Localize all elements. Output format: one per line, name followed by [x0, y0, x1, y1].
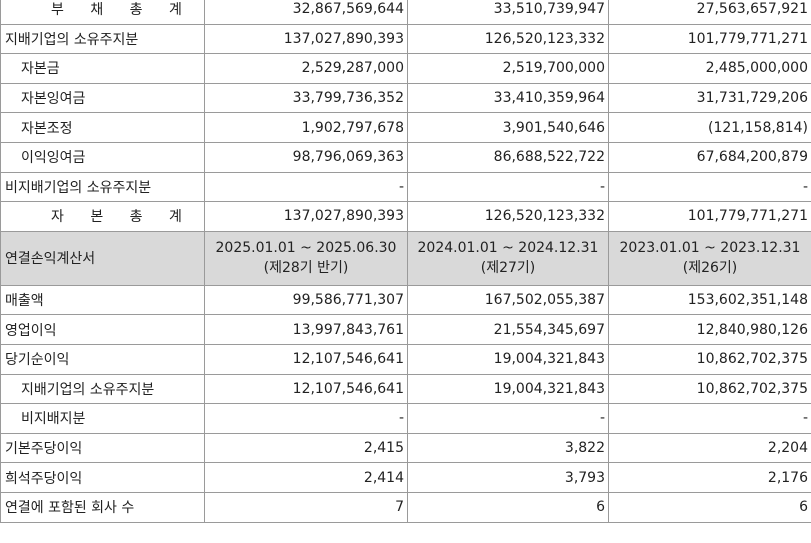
value-cell: 27,563,657,921: [608, 0, 811, 25]
value-cell: 31,731,729,206: [608, 82, 811, 114]
value-cell: 10,862,702,375: [608, 343, 811, 375]
value-cell: 137,027,890,393: [204, 23, 408, 55]
value-cell: 3,793: [407, 462, 609, 493]
value-cell: 12,840,980,126: [608, 314, 811, 345]
period-term: (제28기 반기): [263, 260, 349, 277]
value-cell: 2,204: [608, 432, 811, 464]
period-range: 2024.01.01 ~ 2024.12.31: [417, 240, 599, 257]
period-header: 2023.01.01 ~ 2023.12.31 (제26기): [608, 230, 811, 286]
table-row: 비지배지분 - - -: [0, 403, 811, 434]
value-cell: -: [204, 171, 408, 203]
value-cell: 126,520,123,332: [407, 23, 609, 55]
value-cell: 12,107,546,641: [204, 373, 408, 405]
table-row: 매출액 99,586,771,307 167,502,055,387 153,602,…: [0, 284, 811, 316]
table-row: 부 채 총 계 32,867,569,644 33,510,739,947 27,56…: [0, 0, 811, 25]
row-label: 자본조정: [0, 112, 205, 143]
value-cell: (121,158,814): [608, 112, 811, 143]
value-cell: 3,822: [407, 432, 609, 464]
row-label: 자본금: [0, 53, 205, 84]
table-row: 지배기업의 소유주지분 12,107,546,641 19,004,321,843 1…: [0, 373, 811, 405]
value-cell: 2,529,287,000: [204, 53, 408, 84]
table-row: 비지배기업의 소유주지분 - - -: [0, 171, 811, 203]
value-cell: 137,027,890,393: [204, 201, 408, 232]
value-cell: -: [204, 403, 408, 434]
value-cell: 2,485,000,000: [608, 53, 811, 84]
value-cell: 167,502,055,387: [407, 284, 609, 316]
row-label: 당기순이익: [0, 343, 205, 375]
row-label: 영업이익: [0, 314, 205, 345]
table-row: 자본잉여금 33,799,736,352 33,410,359,964 31,731,…: [0, 82, 811, 114]
value-cell: 2,176: [608, 462, 811, 493]
period-term: (제27기): [480, 260, 536, 277]
value-cell: 1,902,797,678: [204, 112, 408, 143]
value-cell: 153,602,351,148: [608, 284, 811, 316]
value-cell: 13,997,843,761: [204, 314, 408, 345]
period-header: 2025.01.01 ~ 2025.06.30 (제28기 반기): [204, 230, 408, 286]
value-cell: 12,107,546,641: [204, 343, 408, 375]
row-label: 비지배기업의 소유주지분: [0, 171, 205, 203]
period-range: 2025.01.01 ~ 2025.06.30: [215, 240, 397, 257]
value-cell: 99,586,771,307: [204, 284, 408, 316]
value-cell: -: [407, 403, 609, 434]
section-title: 연결손익계산서: [0, 230, 205, 286]
value-cell: 33,510,739,947: [407, 0, 609, 25]
period-header: 2024.01.01 ~ 2024.12.31 (제27기): [407, 230, 609, 286]
value-cell: 32,867,569,644: [204, 0, 408, 25]
value-cell: 6: [608, 491, 811, 523]
value-cell: 86,688,522,722: [407, 141, 609, 173]
value-cell: -: [608, 403, 811, 434]
period-range: 2023.01.01 ~ 2023.12.31: [619, 240, 801, 257]
row-label: 자 본 총 계: [0, 201, 205, 232]
table-row: 지배기업의 소유주지분 137,027,890,393 126,520,123,33…: [0, 23, 811, 55]
financial-summary-table: 부 채 총 계 32,867,569,644 33,510,739,947 27,56…: [0, 0, 811, 523]
value-cell: 101,779,771,271: [608, 23, 811, 55]
table-body: 부 채 총 계 32,867,569,644 33,510,739,947 27,56…: [0, 0, 811, 523]
row-label: 기본주당이익: [0, 432, 205, 464]
table-row: 자본조정 1,902,797,678 3,901,540,646 (121,158,8…: [0, 112, 811, 143]
table-row: 영업이익 13,997,843,761 21,554,345,697 12,840,9…: [0, 314, 811, 345]
table-row: 자본금 2,529,287,000 2,519,700,000 2,485,000,0…: [0, 53, 811, 84]
income-statement-header: 연결손익계산서 2025.01.01 ~ 2025.06.30 (제28기 반기) 2…: [0, 230, 811, 286]
row-label: 이익잉여금: [0, 141, 205, 173]
value-cell: 33,410,359,964: [407, 82, 609, 114]
value-cell: 126,520,123,332: [407, 201, 609, 232]
table-row: 기본주당이익 2,415 3,822 2,204: [0, 432, 811, 464]
row-label: 지배기업의 소유주지분: [0, 373, 205, 405]
value-cell: 3,901,540,646: [407, 112, 609, 143]
value-cell: 2,414: [204, 462, 408, 493]
value-cell: 2,519,700,000: [407, 53, 609, 84]
table-row: 자 본 총 계 137,027,890,393 126,520,123,332 101…: [0, 201, 811, 232]
value-cell: 2,415: [204, 432, 408, 464]
value-cell: 101,779,771,271: [608, 201, 811, 232]
row-label: 부 채 총 계: [0, 0, 205, 25]
row-label: 매출액: [0, 284, 205, 316]
value-cell: 7: [204, 491, 408, 523]
value-cell: 19,004,321,843: [407, 343, 609, 375]
value-cell: -: [608, 171, 811, 203]
value-cell: 6: [407, 491, 609, 523]
value-cell: -: [407, 171, 609, 203]
row-label: 연결에 포함된 회사 수: [0, 491, 205, 523]
value-cell: 33,799,736,352: [204, 82, 408, 114]
table-row: 희석주당이익 2,414 3,793 2,176: [0, 462, 811, 493]
row-label: 비지배지분: [0, 403, 205, 434]
value-cell: 67,684,200,879: [608, 141, 811, 173]
value-cell: 98,796,069,363: [204, 141, 408, 173]
value-cell: 21,554,345,697: [407, 314, 609, 345]
value-cell: 10,862,702,375: [608, 373, 811, 405]
row-label: 지배기업의 소유주지분: [0, 23, 205, 55]
row-label: 희석주당이익: [0, 462, 205, 493]
value-cell: 19,004,321,843: [407, 373, 609, 405]
table-row: 이익잉여금 98,796,069,363 86,688,522,722 67,684,…: [0, 141, 811, 173]
period-term: (제26기): [682, 260, 738, 277]
table-row: 당기순이익 12,107,546,641 19,004,321,843 10,862,…: [0, 343, 811, 375]
row-label: 자본잉여금: [0, 82, 205, 114]
